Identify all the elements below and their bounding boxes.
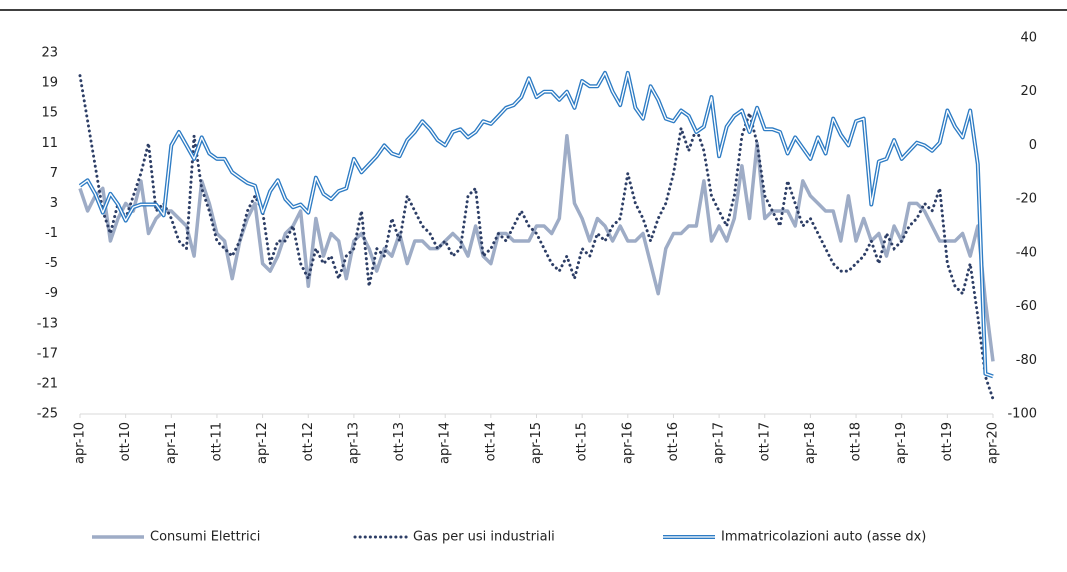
x-tick-label: apr-19 xyxy=(894,422,909,464)
y2-tick-label: -100 xyxy=(1007,407,1037,422)
x-tick-label: ott-19 xyxy=(940,422,955,461)
x-tick-label: ott-17 xyxy=(757,422,772,461)
y2-tick-label: 0 xyxy=(1029,138,1037,153)
y-tick-label: -5 xyxy=(45,256,58,271)
y2-tick-label: 40 xyxy=(1020,31,1037,46)
y2-tick-label: -60 xyxy=(1016,299,1037,314)
y2-tick-label: -80 xyxy=(1016,353,1037,368)
x-tick-label: apr-10 xyxy=(73,422,88,464)
y-tick-label: 19 xyxy=(41,76,58,91)
legend-label: Gas per usi industriali xyxy=(413,530,555,545)
x-tick-label: ott-11 xyxy=(209,422,224,461)
line xyxy=(78,134,995,362)
x-tick-label: apr-20 xyxy=(986,422,1001,464)
y2-tick-label: -40 xyxy=(1016,245,1037,260)
y-tick-label: -1 xyxy=(45,226,58,241)
x-tick-label: apr-13 xyxy=(346,422,361,464)
series xyxy=(78,70,994,379)
line xyxy=(78,74,995,401)
x-tick-label: apr-17 xyxy=(712,422,727,464)
line-inner xyxy=(79,72,994,378)
x-tick-label: ott-16 xyxy=(666,422,681,461)
series xyxy=(78,74,995,401)
y-tick-label: 11 xyxy=(41,136,58,151)
x-tick-label: ott-13 xyxy=(392,422,407,461)
x-tick-label: apr-14 xyxy=(438,422,453,464)
y-tick-label: -17 xyxy=(37,346,58,361)
y-tick-label: 3 xyxy=(50,196,58,211)
y-tick-label: 7 xyxy=(50,166,58,181)
x-tick-label: apr-16 xyxy=(620,422,635,464)
y-tick-label: 15 xyxy=(41,106,58,121)
y-tick-label: 23 xyxy=(41,46,58,61)
x-tick-label: ott-18 xyxy=(849,422,864,461)
x-tick-label: ott-10 xyxy=(118,422,133,461)
legend-item: Consumi Elettrici xyxy=(92,530,260,545)
legend-label: Consumi Elettrici xyxy=(150,530,260,545)
y-tick-label: -13 xyxy=(37,316,58,331)
legend-item: Immatricolazioni auto (asse dx) xyxy=(663,530,926,545)
y-tick-label: -25 xyxy=(37,407,58,422)
legend-label: Immatricolazioni auto (asse dx) xyxy=(721,530,926,545)
y2-tick-label: -20 xyxy=(1016,192,1037,207)
x-tick-label: apr-12 xyxy=(255,422,270,464)
series xyxy=(78,134,995,362)
legend-item: Gas per usi industriali xyxy=(353,530,555,545)
x-tick-label: ott-15 xyxy=(575,422,590,461)
x-tick-label: apr-18 xyxy=(803,422,818,464)
x-tick-label: apr-15 xyxy=(529,422,544,464)
y-tick-label: -21 xyxy=(37,376,58,391)
x-tick-label: ott-14 xyxy=(483,422,498,461)
y2-tick-label: 20 xyxy=(1020,84,1037,99)
x-tick-label: apr-11 xyxy=(164,422,179,464)
x-tick-label: ott-12 xyxy=(301,422,316,461)
y-tick-label: -9 xyxy=(45,286,58,301)
